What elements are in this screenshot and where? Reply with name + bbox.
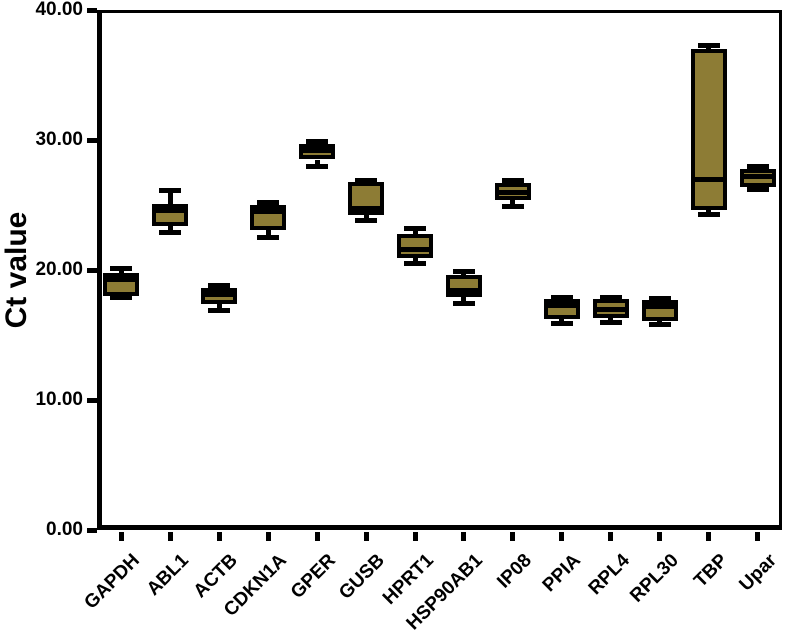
median-line-HSP90AB1	[449, 288, 478, 294]
lower-whisker-stem	[461, 297, 467, 304]
upper-whisker-cap	[697, 42, 720, 48]
lower-whisker-cap	[501, 203, 524, 209]
lower-whisker-cap	[159, 229, 182, 235]
upper-whisker-cap	[404, 225, 427, 231]
lower-whisker-stem	[167, 225, 173, 233]
x-axis-tick	[412, 532, 418, 541]
median-line-RPL4	[596, 306, 625, 312]
x-axis-tick	[265, 532, 271, 541]
y-axis-tick-label: 40.00	[35, 0, 83, 20]
median-line-GUSB	[352, 206, 381, 212]
x-axis-tick	[608, 532, 614, 541]
lower-whisker-cap	[208, 307, 231, 313]
lower-whisker-cap	[746, 186, 769, 192]
upper-whisker-cap	[550, 294, 573, 300]
upper-whisker-cap	[159, 188, 182, 194]
lower-whisker-cap	[648, 322, 671, 328]
upper-whisker-cap	[257, 199, 280, 205]
x-axis-category-label: Upar	[734, 550, 781, 596]
lower-whisker-cap	[355, 218, 378, 224]
median-line-ABL1	[156, 207, 185, 213]
upper-whisker-cap	[599, 294, 622, 300]
median-line-CDKN1A	[254, 209, 283, 214]
box-TBP	[690, 49, 727, 211]
y-axis-tick	[87, 267, 97, 273]
upper-whisker-cap	[648, 296, 671, 302]
median-line-HPRT1	[401, 246, 430, 252]
upper-whisker-cap	[746, 163, 769, 169]
upper-whisker-cap	[501, 177, 524, 183]
upper-whisker-cap	[452, 268, 475, 274]
lower-whisker-cap	[599, 319, 622, 325]
x-axis-category-label: GAPDH	[80, 550, 145, 614]
median-line-PPIA	[547, 302, 576, 308]
x-axis-category-label: IP08	[493, 550, 536, 593]
lower-whisker-stem	[314, 159, 320, 166]
lower-whisker-cap	[306, 163, 329, 169]
x-axis-tick	[706, 532, 712, 541]
y-axis-tick-label: 10.00	[35, 389, 83, 410]
median-line-TBP	[694, 176, 723, 182]
x-axis-tick	[657, 532, 663, 541]
x-axis-category-label: RPL30	[625, 550, 683, 607]
lower-whisker-cap	[452, 301, 475, 307]
x-axis-tick	[559, 532, 565, 541]
lower-whisker-cap	[697, 211, 720, 217]
upper-whisker-cap	[208, 283, 231, 289]
median-line-Upar	[743, 173, 772, 179]
median-line-IP08	[498, 189, 527, 195]
y-axis-tick	[87, 7, 97, 13]
x-axis-tick	[755, 532, 761, 541]
x-axis-tick	[167, 532, 173, 541]
lower-whisker-stem	[412, 258, 418, 264]
y-axis-tick	[87, 397, 97, 403]
median-line-RPL30	[645, 303, 674, 309]
lower-whisker-stem	[363, 215, 369, 221]
y-axis-tick	[87, 137, 97, 143]
lower-whisker-stem	[265, 229, 271, 238]
x-axis-tick	[461, 532, 467, 541]
upper-whisker-stem	[412, 228, 418, 234]
x-axis-tick	[510, 532, 516, 541]
upper-whisker-cap	[355, 177, 378, 183]
lower-whisker-stem	[510, 199, 516, 207]
box-HSP90AB1	[445, 275, 482, 298]
upper-whisker-cap	[306, 138, 329, 144]
y-axis-tick-label: 30.00	[35, 129, 83, 150]
x-axis-tick	[363, 532, 369, 541]
median-line-GAPDH	[107, 276, 136, 282]
x-axis-tick	[118, 532, 124, 541]
x-axis-category-label: TBP	[689, 550, 732, 592]
lower-whisker-cap	[110, 294, 133, 300]
x-axis-tick	[314, 532, 320, 541]
median-line-ACTB	[205, 292, 234, 298]
lower-whisker-cap	[550, 320, 573, 326]
x-axis-tick	[216, 532, 222, 541]
x-axis-category-label: PPIA	[538, 550, 585, 597]
box-HPRT1	[397, 233, 434, 259]
y-axis-tick-label: 20.00	[35, 259, 83, 280]
y-axis-tick	[87, 527, 97, 533]
upper-whisker-cap	[110, 266, 133, 272]
lower-whisker-cap	[257, 235, 280, 240]
lower-whisker-stem	[216, 303, 222, 311]
x-axis-category-label: ABL1	[143, 550, 194, 600]
lower-whisker-cap	[404, 261, 427, 266]
x-axis-category-label: GPER	[287, 550, 341, 603]
upper-whisker-stem	[167, 190, 173, 204]
plot-area	[97, 10, 782, 530]
y-axis-tick-label: 0.00	[46, 519, 83, 540]
median-line-GPER	[303, 147, 332, 153]
